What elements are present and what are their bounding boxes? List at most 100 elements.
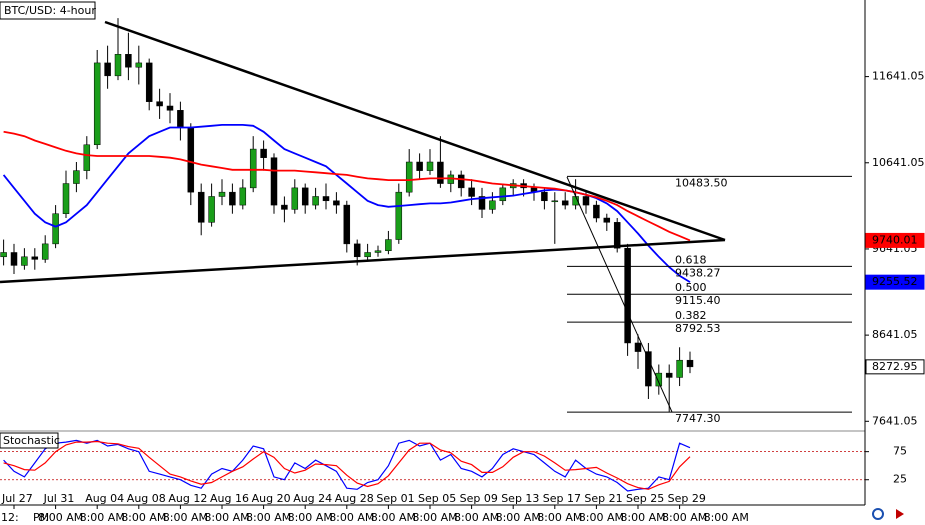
time-label: 8:00 AM xyxy=(204,511,249,524)
x-tick-label: Aug 16 xyxy=(210,492,249,505)
candle-body xyxy=(260,148,267,158)
time-label: 8:00 AM xyxy=(412,511,457,524)
candle-body xyxy=(312,196,319,206)
candle-body xyxy=(551,200,559,203)
candle-body xyxy=(156,101,163,107)
time-label: 8:00 AM xyxy=(80,511,125,524)
candle-body xyxy=(385,239,392,252)
icon[interactable] xyxy=(896,509,904,519)
candle-body xyxy=(301,187,309,206)
candle-body xyxy=(561,200,569,206)
candle-body xyxy=(613,222,621,249)
fib-price-label: 9115.40 xyxy=(675,294,721,307)
trendline-lower xyxy=(0,238,726,284)
time-label: PM xyxy=(33,511,49,524)
candle-body xyxy=(281,204,288,210)
time-label: 8:00 AM xyxy=(662,511,707,524)
time-label: 8:00 AM xyxy=(496,511,541,524)
time-label: 8:00 AM xyxy=(579,511,624,524)
candle-body xyxy=(478,196,486,210)
candle-body xyxy=(177,110,184,128)
candle-body xyxy=(93,62,101,146)
candle-body xyxy=(145,62,153,102)
candle-body xyxy=(104,62,111,77)
candle-body xyxy=(603,217,611,223)
candle-body xyxy=(374,250,382,253)
candle-body xyxy=(125,54,132,68)
y-tick-label: 8641.05 xyxy=(872,328,918,341)
candle-body xyxy=(83,144,91,171)
time-label: 8:00 AM xyxy=(329,511,374,524)
y-tick-label: 10641.05 xyxy=(872,156,925,169)
time-label: 8:00 AM xyxy=(288,511,333,524)
candle-body xyxy=(249,148,257,189)
fib-ratio-label: 0.618 xyxy=(675,253,707,266)
price-marker xyxy=(865,274,925,290)
candle-body xyxy=(593,204,600,219)
time-label: 12: xyxy=(1,511,19,524)
x-tick-label: Aug 08 xyxy=(127,492,166,505)
x-tick-label: Aug 12 xyxy=(168,492,207,505)
candle-body xyxy=(582,196,590,206)
time-label: 8:00 AM xyxy=(163,511,208,524)
x-tick-label: Sep 05 xyxy=(418,492,456,505)
candle-body xyxy=(218,191,226,197)
candle-body xyxy=(686,359,694,368)
x-tick-label: Sep 01 xyxy=(376,492,414,505)
candle-body xyxy=(31,256,39,260)
x-tick-label: Aug 28 xyxy=(335,492,374,505)
candle-body xyxy=(665,372,673,378)
candle-body xyxy=(364,252,371,258)
x-tick-label: Sep 09 xyxy=(460,492,498,505)
candle-body xyxy=(114,54,122,77)
candle-body xyxy=(457,174,465,189)
price-marker-label: 9255.52 xyxy=(872,275,918,288)
x-tick-label: Sep 29 xyxy=(668,492,706,505)
fib-price-label: 9438.27 xyxy=(675,266,721,279)
series-line xyxy=(3,130,691,242)
candle-body xyxy=(229,191,236,206)
candle-body xyxy=(208,196,215,223)
candle-body xyxy=(634,342,642,352)
candle-body xyxy=(676,359,683,378)
candle-body xyxy=(270,157,278,206)
x-tick-label: Aug 04 xyxy=(85,492,124,505)
candle-body xyxy=(322,196,330,202)
y-tick-label: 11641.05 xyxy=(872,70,925,83)
price-marker-label: 8272.95 xyxy=(872,360,918,373)
time-label: 8:00 AM xyxy=(704,511,749,524)
candle-body xyxy=(395,191,403,240)
time-label: 8:00 AM xyxy=(246,511,291,524)
candle-body xyxy=(624,247,631,344)
candle-body xyxy=(135,62,143,68)
x-tick-label: Aug 20 xyxy=(252,492,291,505)
icon[interactable] xyxy=(872,508,884,520)
candle-body xyxy=(541,191,548,202)
fib-price-label: 10483.50 xyxy=(675,176,728,189)
trendline-upper xyxy=(104,20,726,242)
x-tick-label: Jul 27 xyxy=(1,492,33,505)
candle-body xyxy=(21,256,28,266)
plot-area xyxy=(0,18,865,492)
candle-body xyxy=(405,161,413,193)
candle-body xyxy=(343,204,351,245)
x-tick-label: Aug 24 xyxy=(293,492,332,505)
time-label: 8:00 AM xyxy=(371,511,416,524)
time-label: 8:00 AM xyxy=(38,511,83,524)
time-label: 8:00 AM xyxy=(121,511,166,524)
candle-body xyxy=(291,187,299,210)
candle-body xyxy=(73,170,80,184)
candle-body xyxy=(416,161,423,171)
time-label: 8:00 AM xyxy=(454,511,499,524)
candle-body xyxy=(0,252,7,258)
candle-body xyxy=(489,200,496,210)
x-tick-label: Sep 17 xyxy=(543,492,581,505)
candle-body xyxy=(499,187,507,202)
x-tick-label: Sep 21 xyxy=(584,492,622,505)
bottom-icons[interactable] xyxy=(872,508,904,520)
x-tick-label: Sep 25 xyxy=(626,492,664,505)
y-tick-label: 7641.05 xyxy=(872,414,918,427)
y-tick-label: 25 xyxy=(893,473,907,486)
candle-body xyxy=(41,243,49,260)
